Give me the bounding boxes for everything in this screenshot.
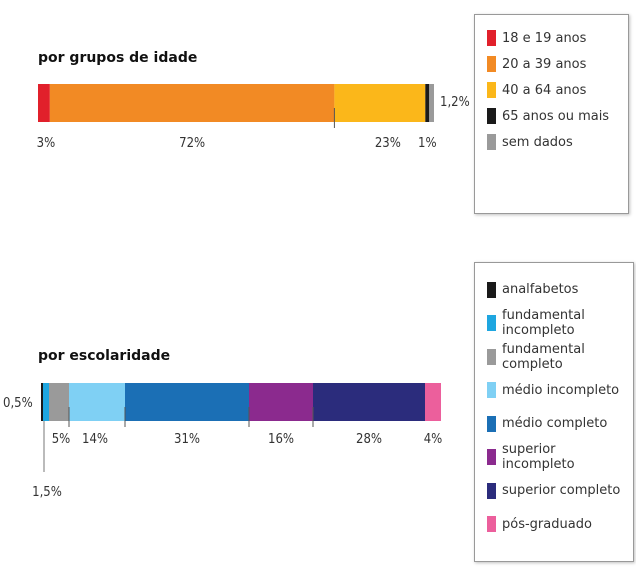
bar-segment (425, 84, 430, 122)
legend-swatch (487, 315, 496, 332)
value-label: 0,5% (3, 396, 33, 411)
legend-label: pós-graduado (502, 516, 592, 532)
value-label: 14% (82, 432, 108, 447)
legend-label: superior incompleto (502, 442, 575, 473)
value-label: 72% (179, 136, 205, 151)
legend-label: médio incompleto (502, 382, 620, 398)
value-label: 28% (356, 432, 382, 447)
value-label: 1% (418, 136, 437, 151)
legend-item: analfabetos (487, 273, 623, 307)
bar-segment (69, 383, 125, 421)
bar-segment (334, 84, 426, 122)
legend-age-groups: 18 e 19 anos 20 a 39 anos 40 a 64 anos 65 a… (474, 14, 629, 214)
legend-label: sem dados (502, 134, 573, 150)
legend-swatch (487, 449, 496, 466)
legend-item: sem dados (487, 129, 618, 155)
value-label: 16% (268, 432, 294, 447)
legend-label: 18 e 19 anos (502, 30, 587, 46)
legend-item: superior completo (487, 474, 623, 508)
legend-education: analfabetos fundamental incompleto fundame… (474, 262, 634, 562)
bar-segment (313, 383, 425, 421)
value-label: 1,5% (32, 485, 62, 500)
legend-swatch (487, 415, 496, 432)
legend-swatch (487, 482, 496, 499)
legend-label: fundamental completo (502, 341, 585, 372)
bar-segment (41, 383, 43, 421)
legend-swatch (487, 382, 496, 399)
value-label: 23% (375, 136, 401, 151)
legend-item: fundamental incompleto (487, 307, 623, 341)
legend-item: superior incompleto (487, 441, 623, 475)
legend-item: 40 a 64 anos (487, 77, 618, 103)
legend-item: 65 anos ou mais (487, 103, 618, 129)
value-label: 4% (424, 432, 443, 447)
legend-item: médio completo (487, 407, 623, 441)
legend-swatch (487, 30, 496, 46)
legend-label: médio completo (502, 416, 608, 432)
legend-label: superior completo (502, 483, 621, 499)
legend-swatch (487, 348, 496, 365)
legend-swatch (487, 134, 496, 150)
bar-segment (49, 84, 335, 122)
bar-segment (425, 383, 441, 421)
legend-item: 20 a 39 anos (487, 51, 618, 77)
chart-title: por grupos de idade (38, 50, 197, 66)
bar-segment (249, 383, 313, 421)
legend-swatch (487, 82, 496, 98)
legend-swatch (487, 281, 496, 298)
legend-item: pós-graduado (487, 508, 623, 542)
legend-label: fundamental incompleto (502, 308, 585, 339)
bar-segment (38, 84, 50, 122)
legend-item: médio incompleto (487, 374, 623, 408)
legend-label: 20 a 39 anos (502, 56, 587, 72)
value-label: 1,2% (440, 95, 470, 110)
value-label: 31% (174, 432, 200, 447)
value-label: 5% (52, 432, 71, 447)
legend-swatch (487, 516, 496, 533)
legend-label: 65 anos ou mais (502, 108, 610, 124)
legend-item: 18 e 19 anos (487, 25, 618, 51)
legend-label: 40 a 64 anos (502, 82, 587, 98)
chart-title: por escolaridade (38, 348, 170, 364)
bar-segment (125, 383, 249, 421)
value-label: 3% (37, 136, 56, 151)
bar-segment (43, 383, 49, 421)
bar-segment (429, 84, 434, 122)
legend-swatch (487, 108, 496, 124)
bar-segment (49, 383, 69, 421)
legend-item: fundamental completo (487, 340, 623, 374)
legend-swatch (487, 56, 496, 72)
legend-label: analfabetos (502, 282, 579, 298)
